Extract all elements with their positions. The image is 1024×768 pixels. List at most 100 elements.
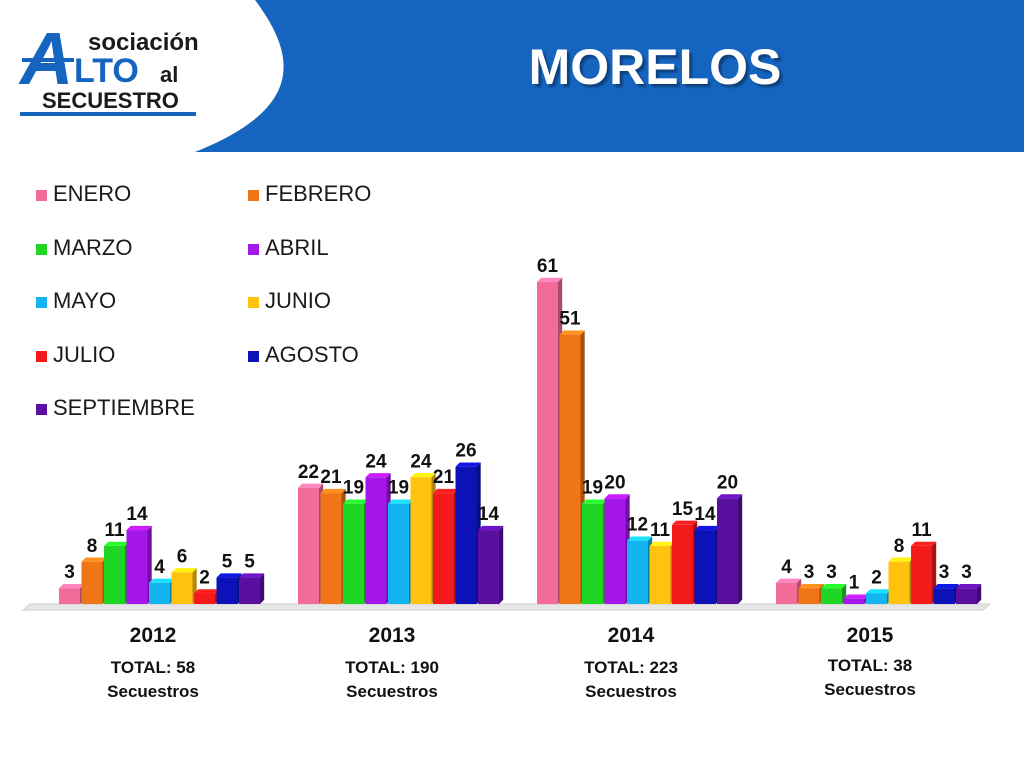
bar-junio-2015 (888, 561, 910, 604)
value-label-junio-2012: 6 (177, 546, 188, 567)
total-label-2015: TOTAL: 38 (827, 656, 913, 675)
bar-septiembre-2014 (717, 498, 738, 604)
bar-febrero-2012-top (81, 557, 107, 562)
legend-swatch-febrero (248, 190, 259, 201)
legend-swatch-junio (248, 297, 259, 308)
bar-septiembre-2012-side (260, 573, 265, 604)
value-label-septiembre-2014: 20 (717, 472, 738, 493)
bar-marzo-2014-top (582, 499, 608, 504)
bar-mayo-2012-top (149, 578, 175, 583)
bar-julio-2013 (433, 493, 454, 604)
bar-abril-2013-top (365, 473, 391, 478)
value-label-junio-2015: 8 (894, 536, 905, 557)
bar-septiembre-2012-top (239, 573, 265, 578)
legend-swatch-mayo (36, 297, 47, 308)
total-unit-2015: Secuestros (824, 680, 916, 699)
bar-febrero-2013 (320, 493, 342, 604)
value-label-mayo-2015: 2 (871, 567, 882, 588)
total-block-2015: TOTAL: 38 Secuestros (790, 654, 950, 702)
value-label-febrero-2013: 21 (320, 467, 342, 488)
bar-agosto-2012-top (216, 573, 242, 578)
bar-septiembre-2012 (239, 577, 260, 604)
total-unit-2012: Secuestros (107, 682, 199, 701)
bar-marzo-2013 (343, 503, 364, 604)
value-label-junio-2013: 24 (410, 451, 432, 472)
bar-marzo-2015-top (821, 583, 847, 589)
bar-junio-2015-top (888, 557, 914, 562)
bar-agosto-2013-top (455, 462, 481, 467)
total-label-2013: TOTAL: 190 (345, 658, 439, 677)
value-label-abril-2014: 20 (604, 472, 625, 493)
bar-junio-2013 (410, 477, 432, 604)
bar-agosto-2012 (216, 577, 238, 604)
bar-septiembre-2014-top (717, 494, 743, 499)
value-label-marzo-2013: 19 (343, 478, 364, 499)
bar-enero-2013-top (298, 483, 324, 488)
legend-swatch-septiembre (36, 404, 47, 415)
value-label-agosto-2012: 5 (222, 552, 233, 573)
bar-abril-2014 (604, 498, 626, 604)
value-label-marzo-2015: 3 (826, 562, 837, 583)
bar-septiembre-2013-side (499, 525, 504, 604)
legend-label-abril: ABRIL (265, 234, 329, 260)
bar-junio-2014-top (649, 541, 675, 546)
bar-enero-2012 (59, 588, 80, 604)
bar-julio-2014 (672, 524, 693, 604)
logo-al: al (160, 62, 178, 87)
bar-julio-2014-top (672, 520, 698, 525)
value-label-enero-2013: 22 (298, 462, 319, 483)
bar-febrero-2014-top (559, 330, 585, 335)
bar-febrero-2013-top (320, 488, 346, 494)
legend-swatch-agosto (248, 350, 259, 362)
legend-label-enero: ENERO (53, 181, 132, 206)
bar-enero-2012-top (59, 583, 85, 589)
bar-febrero-2012 (81, 561, 103, 604)
bar-junio-2014 (649, 545, 671, 604)
bar-julio-2013-top (433, 488, 459, 494)
value-label-septiembre-2015: 3 (961, 562, 972, 583)
bar-abril-2015 (843, 598, 865, 604)
bar-septiembre-2014-side (738, 494, 743, 604)
legend-swatch-marzo (36, 243, 47, 255)
bar-enero-2015-top (776, 578, 802, 583)
bar-mayo-2014 (627, 540, 648, 604)
value-label-marzo-2012: 11 (104, 520, 125, 541)
association-logo: A sociación LTO al SECUESTRO (18, 6, 218, 124)
logo-alto: LTO (74, 52, 139, 90)
total-label-2012: TOTAL: 58 (110, 658, 196, 677)
bar-junio-2013-top (410, 473, 436, 478)
bar-marzo-2015 (821, 588, 842, 604)
value-label-septiembre-2013: 14 (478, 504, 500, 525)
total-block-2012: TOTAL: 58 Secuestros (73, 656, 233, 704)
bar-febrero-2015-top (798, 583, 824, 589)
x-tick-label-2015: 2015 (846, 624, 894, 647)
value-label-agosto-2014: 14 (694, 504, 716, 525)
value-label-junio-2014: 11 (650, 520, 671, 541)
value-label-abril-2012: 14 (126, 504, 148, 525)
page-title: MORELOS (528, 39, 782, 95)
bar-mayo-2013-top (388, 499, 414, 504)
value-label-febrero-2014: 51 (559, 309, 581, 330)
bar-mayo-2015 (866, 593, 887, 604)
bar-julio-2012 (194, 593, 215, 604)
bar-agosto-2015-top (933, 583, 959, 589)
legend-label-septiembre: SEPTIEMBRE (53, 395, 195, 420)
bar-marzo-2013-top (343, 499, 369, 504)
bar-abril-2012 (126, 530, 148, 604)
x-tick-label-2013: 2013 (368, 624, 416, 647)
total-block-2014: TOTAL: 223 Secuestros (551, 656, 711, 704)
bar-agosto-2014-top (694, 525, 720, 531)
value-label-julio-2013: 21 (433, 467, 455, 488)
total-unit-2014: Secuestros (585, 682, 677, 701)
bar-marzo-2012-top (104, 541, 130, 546)
bar-abril-2012-top (126, 525, 152, 531)
bar-marzo-2012 (104, 545, 125, 604)
bar-enero-2014-top (537, 277, 563, 282)
value-label-mayo-2012: 4 (154, 557, 165, 578)
bar-abril-2015-top (843, 594, 869, 599)
value-label-julio-2014: 15 (672, 499, 694, 520)
bar-septiembre-2013 (478, 530, 499, 604)
bar-mayo-2013 (388, 503, 409, 604)
value-label-febrero-2012: 8 (87, 536, 98, 557)
